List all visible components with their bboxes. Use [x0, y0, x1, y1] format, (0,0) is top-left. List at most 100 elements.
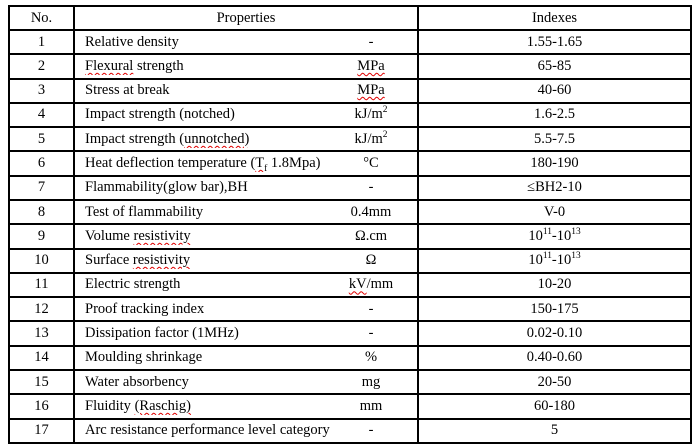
property-unit: -: [368, 33, 374, 50]
property-name: Flammability(glow bar),BH: [85, 179, 248, 196]
cell-property: Flexural strength MPa: [73, 53, 419, 80]
table-row: 4 Impact strength (notched) kJ/m2 1.6-2.5: [8, 101, 692, 129]
cell-index-value: 1.55-1.65: [417, 28, 692, 56]
property-name: Flexural strength: [85, 57, 184, 74]
cell-property: Relative density -: [73, 28, 419, 56]
cell-index-value: 10-20: [417, 271, 692, 299]
property-content: Impact strength (notched) kJ/m2: [76, 105, 416, 123]
table-row: 11 Electric strength kV/mm 10-20: [8, 271, 692, 299]
table-row: 14 Moulding shrinkage% 0.40-0.60: [8, 344, 692, 371]
property-content: Flammability(glow bar),BH -: [76, 179, 416, 196]
property-name: Proof tracking index: [85, 300, 205, 317]
property-content: Test of flammability 0.4mm: [76, 203, 416, 221]
property-name: Impact strength (unnotched): [85, 130, 250, 147]
property-unit: MPa: [357, 82, 385, 99]
property-unit: -: [368, 325, 374, 342]
property-name: Moulding shrinkage: [85, 349, 203, 366]
table-header-row: No. Properties Indexes: [8, 5, 692, 31]
cell-index-value: 1011-1013: [417, 247, 692, 274]
table-row: 2 Flexural strength MPa 65-85: [8, 53, 692, 80]
col-header-no: No.: [8, 5, 75, 31]
table-row: 8 Test of flammability 0.4mm V-0: [8, 198, 692, 226]
cell-index-value: 1.6-2.5: [417, 101, 692, 129]
property-name: Heat deflection temperature (Tf 1.8Mpa): [85, 155, 321, 173]
property-name: Surface resistivity: [85, 252, 191, 269]
property-unit: -: [368, 422, 374, 439]
property-name: Electric strength: [85, 276, 181, 293]
cell-property: Test of flammability 0.4mm: [73, 198, 419, 226]
cell-property: Dissipation factor (1MHz) -: [73, 320, 419, 347]
property-content: Impact strength (unnotched) kJ/m2: [76, 130, 416, 148]
cell-property: Impact strength (unnotched) kJ/m2: [73, 126, 419, 153]
table-row: 3 Stress at break MPa 40-60: [8, 77, 692, 104]
property-name: Test of flammability: [85, 203, 204, 220]
col-header-indexes: Indexes: [417, 5, 692, 31]
cell-index-value: ≤BH2-10: [417, 174, 692, 201]
property-unit: MPa: [357, 57, 385, 74]
property-content: Water absorbency mg: [76, 373, 416, 391]
cell-index-value: 0.40-0.60: [417, 344, 692, 371]
cell-index-value: 1011-1013: [417, 223, 692, 250]
table-row: 5 Impact strength (unnotched) kJ/m2 5.5-7.5: [8, 126, 692, 153]
cell-property: Fluidity (Raschig) mm: [73, 393, 419, 420]
property-content: Electric strength kV/mm: [76, 276, 416, 293]
cell-index-value: V-0: [417, 198, 692, 226]
cell-row-number: 12: [8, 296, 75, 323]
property-name: Fluidity (Raschig): [85, 397, 191, 414]
cell-index-value: 65-85: [417, 53, 692, 80]
cell-index-value: 150-175: [417, 296, 692, 323]
property-content: Dissipation factor (1MHz) -: [76, 325, 416, 342]
property-unit: -: [368, 179, 374, 196]
property-content: Heat deflection temperature (Tf 1.8Mpa) °…: [76, 155, 416, 173]
property-content: Relative density -: [76, 33, 416, 51]
property-unit: kJ/m2: [354, 105, 388, 123]
property-unit: -: [368, 300, 374, 317]
property-content: Surface resistivity Ω: [76, 252, 416, 269]
property-unit: kV/mm: [348, 276, 394, 293]
table-row: 6 Heat deflection temperature (Tf 1.8Mpa)…: [8, 150, 692, 177]
table-row: 1 Relative density - 1.55-1.65: [8, 28, 692, 56]
cell-row-number: 14: [8, 344, 75, 371]
cell-row-number: 15: [8, 368, 75, 396]
cell-row-number: 17: [8, 417, 75, 444]
cell-property: Water absorbency mg: [73, 368, 419, 396]
cell-property: Electric strength kV/mm: [73, 271, 419, 299]
property-name: Water absorbency: [85, 373, 189, 390]
cell-row-number: 16: [8, 393, 75, 420]
property-name: Dissipation factor (1MHz): [85, 325, 239, 342]
cell-row-number: 4: [8, 101, 75, 129]
property-name: Impact strength (notched): [85, 106, 235, 123]
cell-row-number: 3: [8, 77, 75, 104]
property-content: Arc resistance performance level categor…: [76, 422, 416, 439]
property-unit: °C: [363, 155, 379, 172]
properties-table: No. Properties Indexes 1 Relative density…: [8, 5, 692, 444]
cell-row-number: 10: [8, 247, 75, 274]
cell-property: Surface resistivity Ω: [73, 247, 419, 274]
cell-index-value: 60-180: [417, 393, 692, 420]
cell-row-number: 9: [8, 223, 75, 250]
cell-index-value: 5.5-7.5: [417, 126, 692, 153]
cell-index-value: 180-190: [417, 150, 692, 177]
property-name: Volume resistivity: [85, 227, 191, 244]
property-unit: Ω.cm: [354, 227, 388, 244]
table-row: 9 Volume resistivity Ω.cm 1011-1013: [8, 223, 692, 250]
cell-property: Proof tracking index -: [73, 296, 419, 323]
property-name: Relative density: [85, 33, 179, 50]
cell-row-number: 1: [8, 28, 75, 56]
property-name: Stress at break: [85, 82, 170, 99]
property-content: Moulding shrinkage%: [76, 349, 416, 366]
cell-property: Arc resistance performance level categor…: [73, 417, 419, 444]
property-content: Volume resistivity Ω.cm: [76, 227, 416, 245]
cell-index-value: 0.02-0.10: [417, 320, 692, 347]
cell-property: Moulding shrinkage%: [73, 344, 419, 371]
table-row: 13 Dissipation factor (1MHz) - 0.02-0.10: [8, 320, 692, 347]
cell-index-value: 5: [417, 417, 692, 444]
property-unit: Ω: [365, 252, 377, 269]
table-row: 12 Proof tracking index - 150-175: [8, 296, 692, 323]
cell-property: Impact strength (notched) kJ/m2: [73, 101, 419, 129]
table-body: 1 Relative density -1.55-1.65 2 Flexural str…: [8, 28, 692, 444]
cell-row-number: 5: [8, 126, 75, 153]
property-content: Fluidity (Raschig) mm: [76, 397, 416, 415]
property-unit: %: [364, 349, 378, 366]
